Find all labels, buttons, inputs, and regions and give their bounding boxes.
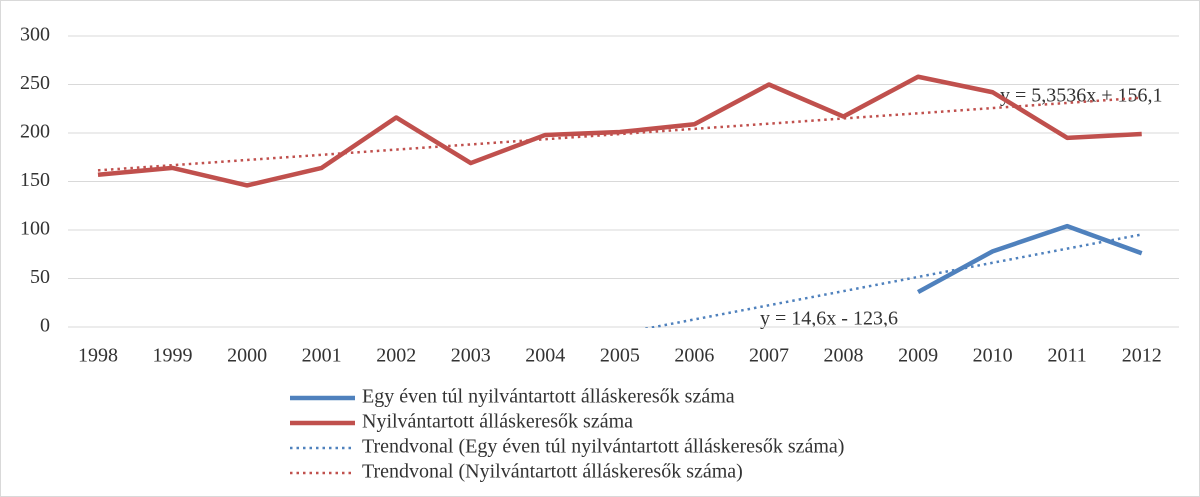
legend-label: Egy éven túl nyilvántartott álláskeresők… [362, 386, 735, 408]
x-tick-label: 2002 [376, 345, 416, 367]
y-tick-label: 200 [20, 121, 50, 143]
trend-line [97, 96, 1142, 172]
x-tick-label: 2009 [898, 345, 938, 367]
series-line [916, 223, 1143, 295]
y-tick-label: 300 [20, 24, 50, 46]
x-tick-label: 1999 [153, 345, 193, 367]
y-tick-label: 50 [30, 266, 50, 288]
x-tick-label: 2005 [600, 345, 640, 367]
x-tick-label: 2010 [973, 345, 1013, 367]
y-tick-label: 150 [20, 169, 50, 191]
legend-label: Nyilvántartott álláskeresők száma [362, 411, 633, 433]
plot-area [97, 74, 1143, 328]
y-tick-label: 100 [20, 218, 50, 240]
trend-equation: y = 14,6x - 123,6 [760, 308, 898, 330]
x-tick-label: 2000 [227, 345, 267, 367]
x-tick-label: 2012 [1122, 345, 1162, 367]
trend-equation: y = 5,3536x + 156,1 [1000, 85, 1163, 107]
x-tick-label: 2004 [525, 345, 565, 367]
y-tick-label: 0 [40, 315, 50, 337]
x-tick-label: 2007 [749, 345, 789, 367]
x-tick-label: 2008 [824, 345, 864, 367]
x-tick-label: 1998 [78, 345, 118, 367]
series-line [97, 74, 1142, 188]
x-tick-label: 2006 [674, 345, 714, 367]
legend-label: Trendvonal (Nyilvántartott álláskeresők … [362, 461, 743, 483]
y-tick-label: 250 [20, 72, 50, 94]
trend-line [642, 233, 1142, 328]
legend-label: Trendvonal (Egy éven túl nyilvántartott … [362, 436, 844, 458]
x-tick-label: 2011 [1048, 345, 1087, 367]
x-tick-label: 2001 [302, 345, 342, 367]
x-tick-label: 2003 [451, 345, 491, 367]
